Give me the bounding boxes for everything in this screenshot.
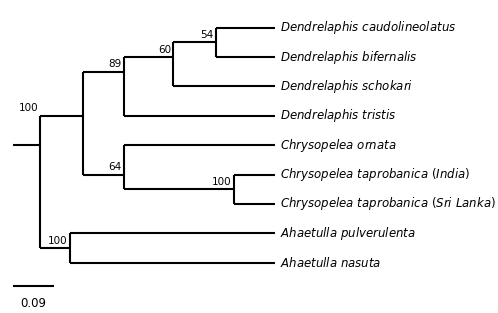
Text: $\it{Dendrelaphis\ tristis}$: $\it{Dendrelaphis\ tristis}$ (280, 107, 396, 124)
Text: 100: 100 (18, 104, 38, 114)
Text: 60: 60 (158, 45, 171, 55)
Text: $\it{Dendrelaphis\ bifernalis}$: $\it{Dendrelaphis\ bifernalis}$ (280, 49, 418, 65)
Text: $\it{Chrysopelea\ taprobanica\ (Sri\ Lanka)}$: $\it{Chrysopelea\ taprobanica\ (Sri\ Lan… (280, 196, 496, 213)
Text: 89: 89 (108, 59, 122, 69)
Text: $\it{Dendrelaphis\ schokari}$: $\it{Dendrelaphis\ schokari}$ (280, 78, 413, 95)
Text: $\it{Chrysopelea\ taprobanica\ (India)}$: $\it{Chrysopelea\ taprobanica\ (India)}$ (280, 166, 470, 183)
Text: $\it{Dendrelaphis\ caudolineolatus}$: $\it{Dendrelaphis\ caudolineolatus}$ (280, 19, 456, 36)
Text: 100: 100 (212, 177, 232, 187)
Text: 64: 64 (108, 162, 122, 172)
Text: 0.09: 0.09 (20, 296, 46, 310)
Text: 100: 100 (48, 236, 67, 246)
Text: $\it{Ahaetulla\ pulverulenta}$: $\it{Ahaetulla\ pulverulenta}$ (280, 225, 416, 242)
Text: 54: 54 (201, 30, 214, 40)
Text: $\it{Ahaetulla\ nasuta}$: $\it{Ahaetulla\ nasuta}$ (280, 256, 381, 270)
Text: $\it{Chrysopelea\ ornata}$: $\it{Chrysopelea\ ornata}$ (280, 137, 396, 154)
